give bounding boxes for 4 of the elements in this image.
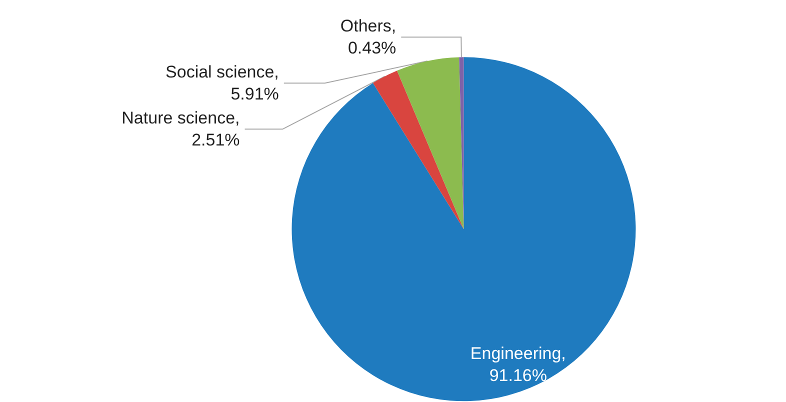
slice-label: Nature science, 2.51% [122, 108, 240, 150]
slice-label: Engineering, 91.16% [470, 344, 566, 386]
slice-label: Others, 0.43% [340, 16, 396, 58]
slice-label: Social science, 5.91% [166, 62, 279, 104]
